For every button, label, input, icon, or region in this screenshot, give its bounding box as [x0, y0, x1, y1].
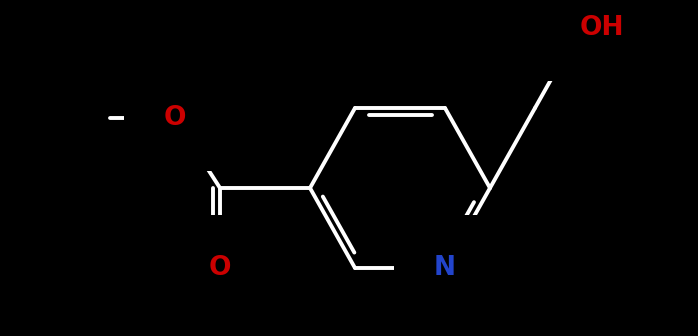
Text: O: O — [164, 105, 186, 131]
Text: N: N — [434, 255, 456, 281]
Text: OH: OH — [580, 15, 625, 41]
Text: O: O — [209, 255, 231, 281]
